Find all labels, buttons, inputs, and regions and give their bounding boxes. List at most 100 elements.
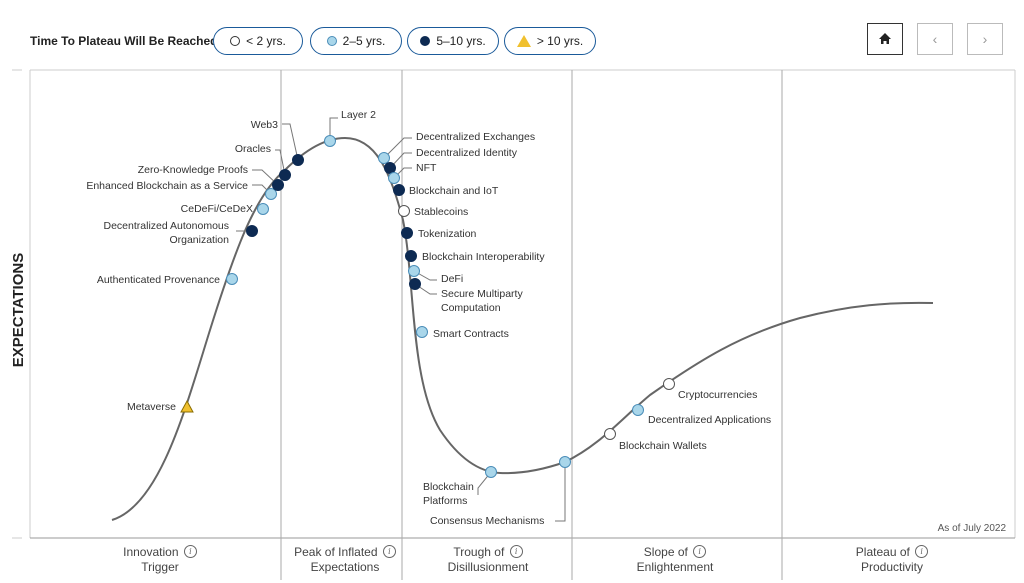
label-blockchain-wallets[interactable]: Blockchain Wallets — [619, 440, 707, 452]
marker-secure-multiparty-computation[interactable] — [409, 278, 421, 290]
leader-line-oracles — [275, 149, 286, 176]
info-icon[interactable]: i — [509, 545, 523, 558]
phase-plateau-of-productivity: Plateau of i Productivity — [832, 545, 952, 575]
marker-cryptocurrencies[interactable] — [663, 378, 675, 390]
phase-peak-of-inflated-expectations: Peak of Inflated i Expectations — [285, 545, 405, 575]
label-tokenization[interactable]: Tokenization — [418, 228, 477, 240]
legend-filter-5-10-yrs[interactable]: 5–10 yrs. — [407, 27, 499, 55]
y-axis-label: EXPECTATIONS — [10, 253, 27, 367]
marker-oracles[interactable] — [279, 169, 291, 181]
prev-button[interactable]: ‹ — [917, 23, 953, 55]
info-icon[interactable]: i — [382, 545, 396, 558]
legend-label: > 10 yrs. — [536, 34, 584, 48]
phase-innovation-trigger: Innovation i Trigger — [100, 545, 220, 575]
marker-decentralized-applications[interactable] — [632, 404, 644, 416]
leader-line-decentralized-exchanges — [383, 137, 412, 159]
label-stablecoins[interactable]: Stablecoins — [414, 206, 468, 218]
label-zero-knowledge-proofs[interactable]: Zero-Knowledge Proofs — [138, 164, 248, 176]
phase-label-line2: Productivity — [860, 560, 924, 574]
phase-label-line2: Disillusionment — [447, 560, 529, 574]
white-circle-icon — [230, 36, 241, 46]
marker-layer-2[interactable] — [324, 135, 336, 147]
label-layer-2[interactable]: Layer 2 — [341, 109, 376, 121]
phase-label-line1: Trough of — [453, 545, 505, 559]
marker-nft[interactable] — [388, 172, 400, 184]
phase-label-line1: Slope of — [643, 545, 688, 559]
yellow-triangle-icon — [516, 35, 531, 47]
chevron-right-icon: › — [982, 31, 988, 47]
light-blue-circle-icon — [326, 36, 337, 46]
leader-line-consensus-mechanisms — [555, 462, 566, 522]
marker-stablecoins[interactable] — [398, 205, 410, 217]
home-icon — [879, 33, 891, 44]
label-cedefi-cedex[interactable]: CeDeFi/CeDeX — [181, 203, 253, 215]
marker-web3[interactable] — [292, 154, 304, 166]
marker-blockchain-interoperability[interactable] — [405, 250, 417, 262]
marker-decentralized-autonomous-organization[interactable] — [246, 225, 258, 237]
leader-line-web3 — [282, 123, 299, 161]
marker-defi[interactable] — [408, 265, 420, 277]
home-button[interactable] — [867, 23, 903, 55]
marker-smart-contracts[interactable] — [416, 326, 428, 338]
phase-slope-of-enlightenment: Slope of i Enlightenment — [615, 545, 735, 575]
legend-title: Time To Plateau Will Be Reached: — [30, 34, 222, 48]
leader-line-zero-knowledge-proofs — [252, 169, 279, 186]
marker-blockchain-platforms[interactable] — [485, 466, 497, 478]
label-decentralized-autonomous-organization[interactable]: Decentralized Autonomous Organization — [104, 220, 230, 246]
marker-decentralized-exchanges[interactable] — [378, 152, 390, 164]
label-decentralized-exchanges[interactable]: Decentralized Exchanges — [416, 131, 535, 143]
label-oracles[interactable]: Oracles — [235, 143, 271, 155]
label-authenticated-provenance[interactable]: Authenticated Provenance — [97, 274, 220, 286]
legend-label: 5–10 yrs. — [436, 34, 486, 48]
marker-cedefi-cedex[interactable] — [257, 203, 269, 215]
dark-blue-circle-icon — [420, 36, 431, 46]
legend-filter-over-10-yrs[interactable]: > 10 yrs. — [504, 27, 596, 55]
label-blockchain-interoperability[interactable]: Blockchain Interoperability — [422, 251, 545, 263]
hype-curve — [111, 136, 934, 521]
info-icon[interactable]: i — [183, 545, 197, 558]
marker-zero-knowledge-proofs[interactable] — [272, 179, 284, 191]
label-cryptocurrencies[interactable]: Cryptocurrencies — [678, 389, 757, 401]
legend-filter-under-2-yrs[interactable]: < 2 yrs. — [213, 27, 303, 55]
leader-line-secure-multiparty-computation — [414, 283, 437, 295]
chevron-left-icon: ‹ — [932, 31, 938, 47]
legend-filter-2-5-yrs[interactable]: 2–5 yrs. — [310, 27, 402, 55]
phase-label-line2: Enlightenment — [636, 560, 714, 574]
phase-label-line1: Peak of Inflated — [294, 545, 378, 559]
marker-decentralized-identity[interactable] — [384, 162, 396, 174]
marker-blockchain-wallets[interactable] — [604, 428, 616, 440]
label-decentralized-applications[interactable]: Decentralized Applications — [648, 414, 771, 426]
label-consensus-mechanisms[interactable]: Consensus Mechanisms — [430, 515, 544, 527]
phase-label-line1: Innovation — [123, 545, 179, 559]
label-blockchain-and-iot[interactable]: Blockchain and IoT — [409, 185, 499, 197]
marker-metaverse[interactable] — [180, 399, 194, 413]
marker-authenticated-provenance[interactable] — [226, 273, 238, 285]
label-secure-multiparty-computation[interactable]: Secure Multiparty Computation — [441, 288, 523, 314]
label-nft[interactable]: NFT — [416, 162, 437, 174]
leader-line-blockchain-platforms — [477, 471, 492, 495]
label-metaverse[interactable]: Metaverse — [127, 401, 176, 413]
marker-consensus-mechanisms[interactable] — [559, 456, 571, 468]
label-enhanced-blockchain-as-a-service[interactable]: Enhanced Blockchain as a Service — [86, 180, 248, 192]
leader-line-decentralized-identity — [389, 152, 412, 169]
legend-label: 2–5 yrs. — [342, 34, 386, 48]
label-decentralized-identity[interactable]: Decentralized Identity — [416, 147, 518, 159]
marker-tokenization[interactable] — [401, 227, 413, 239]
label-smart-contracts[interactable]: Smart Contracts — [433, 328, 509, 340]
phase-label-line1: Plateau of — [855, 545, 910, 559]
marker-blockchain-and-iot[interactable] — [393, 184, 405, 196]
marker-enhanced-blockchain-as-a-service[interactable] — [265, 188, 277, 200]
label-blockchain-platforms[interactable]: Blockchain Platforms — [423, 481, 474, 507]
as-of-note: As of July 2022 — [938, 523, 1007, 534]
next-button[interactable]: › — [967, 23, 1003, 55]
technology-markers: Metaverse Authenticated Provenance Decentr… — [86, 109, 771, 527]
label-defi[interactable]: DeFi — [441, 273, 463, 285]
phase-label-line2: Trigger — [141, 560, 179, 574]
label-web3[interactable]: Web3 — [251, 119, 278, 131]
phase-trough-of-disillusionment: Trough of i Disillusionment — [428, 545, 548, 575]
phase-label-line2: Expectations — [310, 560, 380, 574]
info-icon[interactable]: i — [915, 545, 929, 558]
info-icon[interactable]: i — [693, 545, 707, 558]
leader-line-layer-2 — [329, 117, 338, 141]
